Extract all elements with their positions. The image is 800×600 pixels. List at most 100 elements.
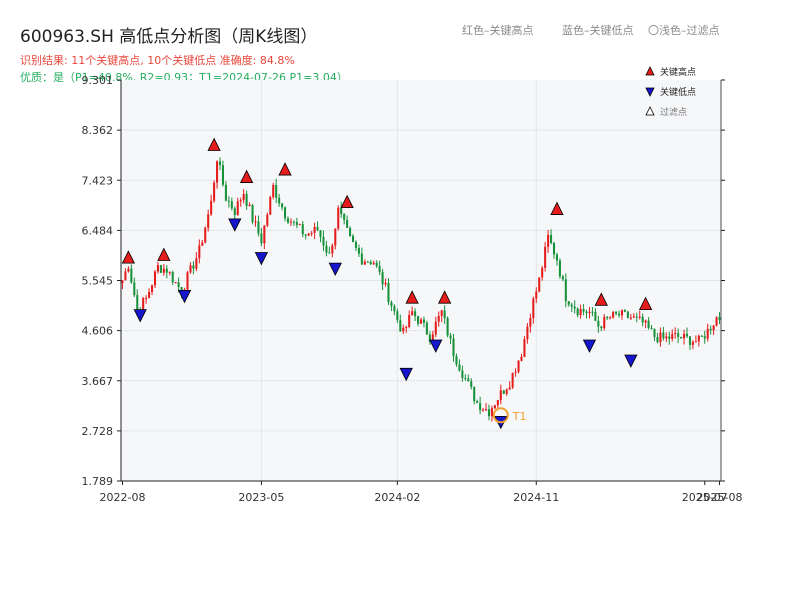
candle-body: [529, 318, 532, 327]
candle-body: [505, 389, 508, 394]
y-tick-label: 7.423: [82, 174, 114, 187]
candle-body: [440, 310, 443, 316]
candle-body: [375, 262, 378, 267]
candle-body: [162, 268, 165, 273]
candle-body: [251, 204, 254, 222]
candle-body: [588, 311, 591, 314]
candle-body: [204, 227, 207, 243]
y-tick-label: 2.728: [82, 425, 114, 438]
candle-body: [502, 390, 505, 394]
candle-body: [195, 258, 198, 269]
candle-body: [703, 336, 706, 339]
candle-body: [281, 203, 284, 208]
candle-body: [363, 261, 366, 265]
key-high-marker: [278, 162, 292, 176]
y-tick-label: 6.484: [82, 224, 114, 237]
candle-body: [257, 221, 260, 234]
candle-body: [458, 364, 461, 371]
candle-body: [484, 409, 488, 411]
candle-body: [381, 272, 384, 285]
candle-body: [399, 320, 402, 332]
candle-body: [431, 334, 434, 342]
candle-body: [245, 193, 248, 206]
candle-body: [665, 336, 668, 339]
y-tick-label: 9.301: [82, 74, 114, 87]
candle-body: [476, 401, 479, 404]
candle-body: [573, 306, 576, 309]
candle-body: [688, 336, 691, 345]
candle-body: [538, 277, 541, 292]
key-high-marker: [405, 290, 419, 304]
candle-body: [156, 265, 159, 272]
candle-body: [275, 185, 278, 198]
candle-body: [591, 311, 594, 313]
candle-body: [493, 405, 496, 409]
key-low-marker: [399, 367, 413, 382]
candle-body: [310, 232, 313, 234]
candle-body: [127, 268, 130, 272]
key-high-marker: [550, 201, 564, 215]
candle-body: [372, 262, 375, 265]
candle-body: [322, 236, 325, 246]
candle-body: [304, 234, 307, 236]
y-axis-ticks: 1.789 2.728 3.667 4.606 5.545 6.484 7.423 8.362…: [82, 74, 725, 488]
candle-body: [316, 226, 319, 231]
candle-body: [121, 280, 124, 284]
candle-body: [700, 335, 703, 337]
candle-body: [210, 200, 213, 215]
candle-body: [656, 336, 659, 343]
grid-lines: [121, 80, 721, 481]
candle-body: [499, 390, 502, 401]
candle-body: [402, 327, 405, 332]
candle-body: [490, 408, 493, 417]
key-low-marker: [624, 354, 638, 368]
candle-body: [422, 319, 425, 323]
candle-body: [428, 334, 431, 342]
candle-body: [387, 282, 390, 303]
x-tick-label: 2024-02: [374, 491, 420, 504]
candle-body: [218, 161, 222, 166]
candle-body: [233, 208, 236, 215]
candle-body: [437, 315, 440, 322]
candle-body: [576, 308, 579, 316]
candle-body: [334, 228, 337, 246]
candle-body: [467, 378, 470, 382]
candle-body: [174, 282, 177, 284]
candle-body: [153, 271, 157, 286]
candle-body: [482, 409, 485, 411]
candle-body: [136, 295, 139, 310]
legend-marker: [645, 106, 655, 116]
candle-body: [626, 311, 629, 318]
candle-body: [541, 267, 544, 278]
candle-body: [351, 235, 355, 242]
legend-label: 过滤点: [660, 106, 687, 118]
candle-body: [552, 243, 556, 255]
candle-body: [479, 403, 482, 411]
candle-body: [632, 316, 635, 318]
key-low-marker: [133, 309, 147, 323]
candle-body: [408, 315, 411, 328]
candle-body: [555, 254, 558, 261]
candle-body: [192, 265, 195, 269]
candle-body: [685, 333, 689, 337]
candle-body: [346, 220, 349, 228]
candle-body: [378, 266, 381, 273]
candle-body: [517, 360, 520, 372]
markers: T1: [121, 137, 653, 430]
candle-body: [269, 197, 272, 215]
candle-body: [198, 245, 201, 259]
candle-body: [284, 207, 287, 219]
candle-body: [369, 261, 372, 265]
candle-body: [567, 301, 570, 305]
candle-body: [691, 341, 694, 345]
candle-body: [718, 317, 721, 320]
candle-body: [148, 291, 151, 298]
candle-body: [606, 316, 609, 318]
candle-body: [464, 377, 467, 379]
candle-body: [260, 233, 263, 244]
candle-body: [254, 221, 257, 223]
candle-body: [419, 319, 423, 324]
candle-body: [425, 322, 428, 335]
